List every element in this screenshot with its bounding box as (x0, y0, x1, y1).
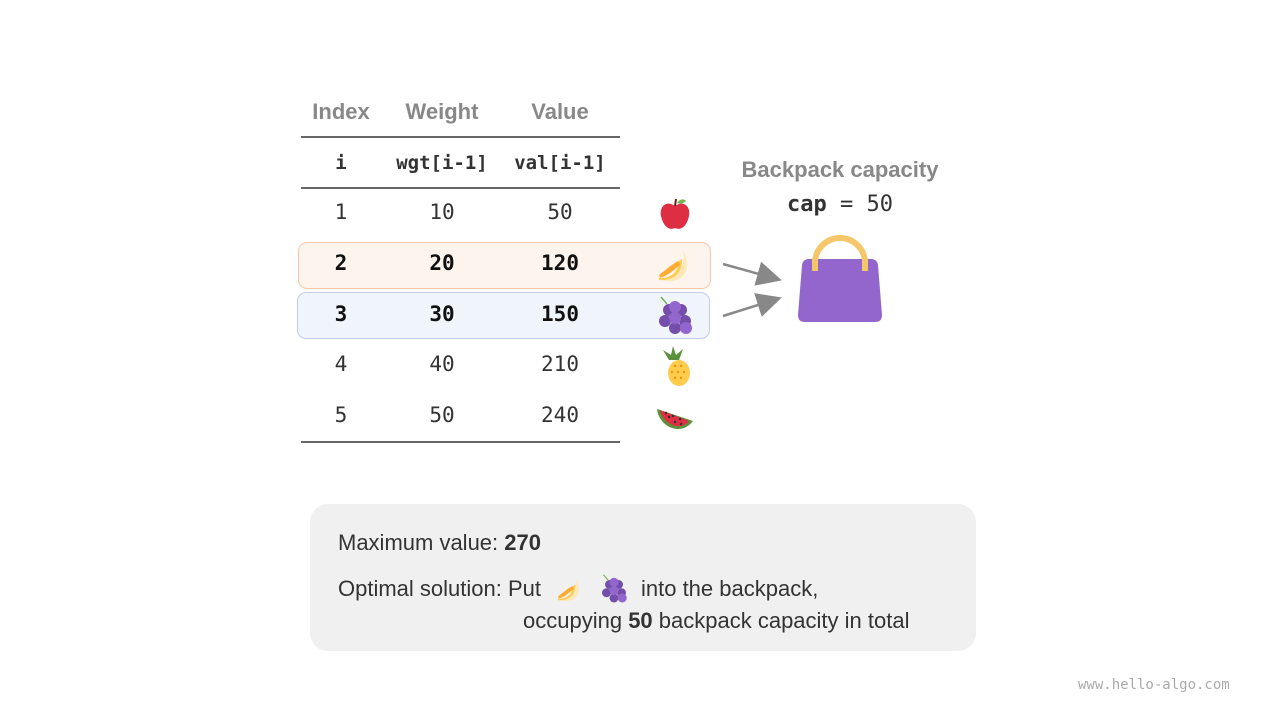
cell-val: 50 (547, 200, 573, 224)
occ-post: backpack capacity in total (652, 608, 910, 633)
max-value-label: Maximum value: (338, 530, 505, 555)
cell-wgt: 50 (429, 403, 455, 428)
cell-wgt: 40 (429, 352, 455, 377)
backpack-icon (798, 235, 882, 322)
cell-i: 5 (334, 403, 348, 428)
highlight-row-3 (297, 292, 710, 339)
optimal-tail: into the backpack, (640, 576, 819, 601)
cell-wgt: 20 (429, 250, 455, 275)
occupying-line: occupying 50 backpack capacity in total (523, 608, 909, 634)
subheader-i: i (335, 152, 347, 174)
apple-icon (655, 194, 695, 234)
arrow-grapes (722, 293, 782, 318)
cell-i: 3 (334, 301, 348, 326)
header-weight: Weight (405, 99, 479, 124)
table-rule-bottom (301, 441, 620, 443)
arrow-banana (722, 261, 782, 286)
grapes-icon (599, 574, 629, 604)
optimal-line: Optimal solution: Put into the backpack, (338, 574, 818, 604)
cap-value: = 50 (826, 192, 893, 217)
arrows (722, 261, 782, 318)
watermark: www.hello-algo.com (1078, 677, 1230, 693)
grapes-icon (655, 296, 695, 336)
subheader-val: val[i-1] (514, 152, 606, 174)
capacity-label: cap = 50 (700, 192, 980, 217)
subheader-wgt: wgt[i-1] (396, 152, 488, 174)
cell-val: 150 (541, 301, 579, 326)
occ-value: 50 (628, 608, 653, 633)
pineapple-icon (655, 346, 695, 386)
summary-box: Maximum value: 270 Optimal solution: Put… (310, 504, 976, 651)
max-value-line: Maximum value: 270 (338, 530, 541, 556)
header-value: Value (531, 99, 589, 124)
table-rule-top (301, 136, 620, 138)
watermelon-icon (655, 397, 695, 437)
cell-val: 240 (541, 403, 579, 428)
cell-val: 120 (541, 250, 579, 275)
backpack-title: Backpack capacity (741, 157, 939, 182)
cell-val: 210 (541, 352, 579, 377)
max-value: 270 (504, 530, 541, 555)
cell-i: 2 (334, 250, 348, 275)
cell-i: 4 (334, 352, 348, 377)
banana-icon (655, 245, 695, 285)
optimal-label: Optimal solution: Put (338, 576, 541, 601)
table-rule-mid (301, 187, 620, 189)
cap-var: cap (787, 192, 827, 217)
highlight-row-2 (298, 242, 711, 289)
occ-pre: occupying (523, 608, 629, 633)
header-index: Index (312, 99, 370, 124)
banana-icon (555, 574, 585, 604)
cell-wgt: 10 (429, 200, 455, 224)
cell-i: 1 (334, 200, 348, 224)
cell-wgt: 30 (429, 301, 455, 326)
